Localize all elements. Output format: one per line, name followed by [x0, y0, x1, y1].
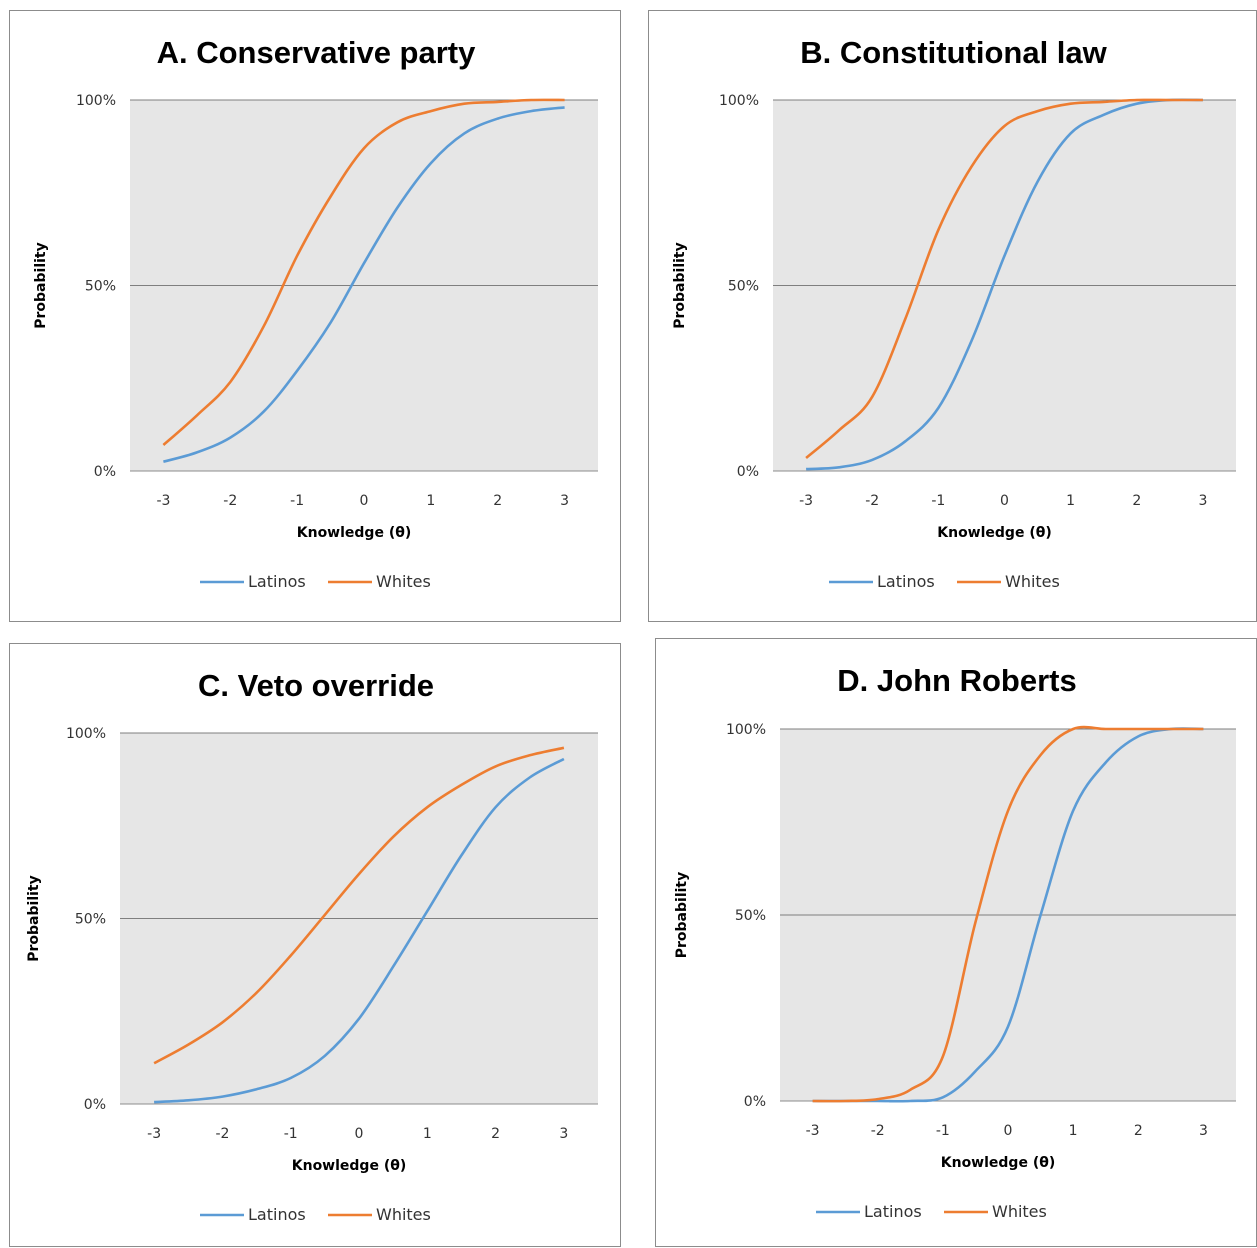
chart-title: D. John Roberts: [837, 663, 1076, 698]
legend-label-latinos: Latinos: [877, 572, 935, 591]
y-tick-label: 50%: [728, 279, 759, 295]
legend-label-whites: Whites: [992, 1202, 1047, 1221]
x-tick-label: 3: [560, 493, 569, 509]
y-tick-label: 50%: [85, 279, 116, 295]
y-tick-label: 100%: [719, 93, 759, 109]
y-axis-label: Probability: [33, 242, 49, 329]
y-tick-label: 0%: [94, 464, 116, 480]
x-tick-label: -2: [215, 1126, 229, 1142]
y-tick-label: 100%: [66, 726, 106, 742]
series-line-whites: [162, 98, 565, 446]
y-tick-label: 100%: [726, 722, 766, 738]
chart-title: C. Veto override: [198, 668, 434, 703]
series-line-latinos: [154, 757, 565, 1104]
x-tick-label: -2: [223, 493, 237, 509]
y-axis-label: Probability: [674, 872, 690, 959]
x-tick-label: 1: [1066, 493, 1075, 509]
y-tick-label: 0%: [737, 464, 759, 480]
series-line-whites: [153, 746, 565, 1065]
x-tick-label: 1: [1069, 1123, 1078, 1139]
x-tick-label: 3: [1198, 493, 1207, 509]
x-axis-label: Knowledge (θ): [297, 525, 412, 541]
legend-label-latinos: Latinos: [248, 1205, 306, 1224]
x-axis-label: Knowledge (θ): [292, 1158, 407, 1174]
y-tick-label: 0%: [84, 1097, 106, 1113]
x-axis-label: Knowledge (θ): [941, 1155, 1056, 1171]
legend-label-latinos: Latinos: [248, 572, 306, 591]
x-tick-label: 0: [360, 493, 369, 509]
x-axis-label: Knowledge (θ): [937, 525, 1052, 541]
chart-svg-a: A. Conservative party 0% 50% 100% -3 -2 -1 0 1 2 3…: [33, 35, 598, 591]
chart-svg-c: C. Veto override 0% 50% 100% -3 -2 -1 0 1 2 3 Knowl…: [26, 668, 598, 1224]
x-tick-label: 2: [1132, 493, 1141, 509]
series-line-latinos: [806, 98, 1203, 471]
x-tick-label: 3: [559, 1126, 568, 1142]
y-tick-label: 100%: [76, 93, 116, 109]
legend-label-whites: Whites: [376, 1205, 431, 1224]
legend-label-latinos: Latinos: [864, 1202, 922, 1221]
x-tick-label: 1: [426, 493, 435, 509]
x-tick-label: -1: [284, 1126, 298, 1142]
chart-title: A. Conservative party: [157, 35, 476, 70]
x-tick-label: 0: [355, 1126, 364, 1142]
y-tick-label: 0%: [744, 1094, 766, 1110]
x-tick-label: -3: [799, 493, 813, 509]
x-tick-label: -2: [871, 1123, 885, 1139]
x-tick-label: 1: [423, 1126, 432, 1142]
y-axis-label: Probability: [672, 242, 688, 329]
x-tick-label: -1: [290, 493, 304, 509]
x-tick-label: -3: [156, 493, 170, 509]
series-line-whites: [805, 98, 1203, 459]
x-tick-label: -1: [936, 1123, 950, 1139]
x-tick-label: -1: [931, 493, 945, 509]
chart-svg-b: B. Constitutional law 0% 50% 100% -3 -2 -1 0 1 2 3…: [672, 35, 1236, 591]
y-tick-label: 50%: [735, 908, 766, 924]
x-tick-label: 2: [1134, 1123, 1143, 1139]
chart-title: B. Constitutional law: [800, 35, 1107, 70]
series-line-latinos: [812, 727, 1204, 1103]
x-tick-label: 0: [1000, 493, 1009, 509]
legend-label-whites: Whites: [376, 572, 431, 591]
chart-panel-c: C. Veto override 0% 50% 100% -3 -2 -1 0 1 2 3 Knowl…: [9, 643, 621, 1247]
x-tick-label: 2: [493, 493, 502, 509]
x-tick-label: 3: [1199, 1123, 1208, 1139]
x-tick-label: -3: [806, 1123, 820, 1139]
x-tick-label: 0: [1004, 1123, 1013, 1139]
chart-svg-d: D. John Roberts 0% 50% 100% -3 -2 -1 0 1 2 3 Knowle…: [674, 663, 1236, 1221]
chart-panel-a: A. Conservative party 0% 50% 100% -3 -2 -1 0 1 2 3…: [9, 10, 621, 622]
series-line-whites: [812, 725, 1204, 1103]
legend-label-whites: Whites: [1005, 572, 1060, 591]
chart-panel-d: D. John Roberts 0% 50% 100% -3 -2 -1 0 1 2 3 Knowle…: [655, 638, 1257, 1247]
x-tick-label: -3: [147, 1126, 161, 1142]
series-line-latinos: [163, 106, 565, 463]
chart-panel-b: B. Constitutional law 0% 50% 100% -3 -2 -1 0 1 2 3…: [648, 10, 1257, 622]
x-tick-label: -2: [865, 493, 879, 509]
x-tick-label: 2: [491, 1126, 500, 1142]
y-axis-label: Probability: [26, 875, 42, 962]
y-tick-label: 50%: [75, 912, 106, 928]
